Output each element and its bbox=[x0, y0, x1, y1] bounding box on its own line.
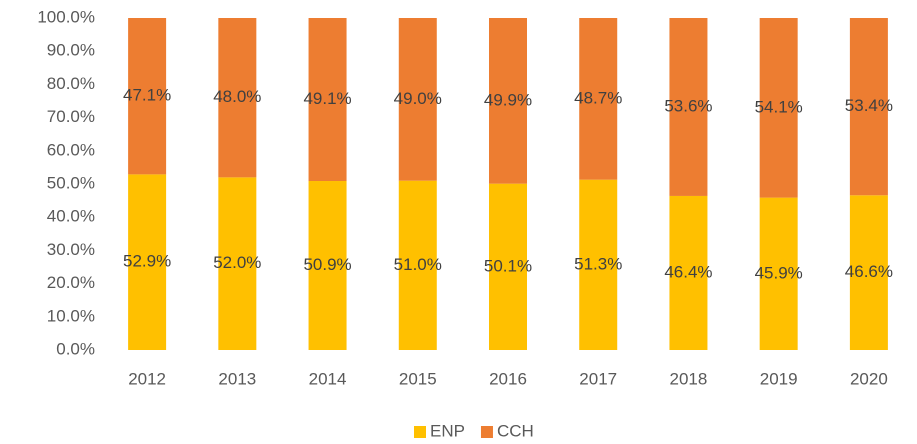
x-tick-label: 2013 bbox=[218, 369, 256, 388]
y-tick-label: 50.0% bbox=[47, 173, 95, 192]
bar-segment bbox=[669, 195, 708, 350]
bar-segment bbox=[759, 18, 798, 198]
y-tick-label: 20.0% bbox=[47, 273, 95, 292]
x-tick-label: 2012 bbox=[128, 369, 166, 388]
data-label: 53.6% bbox=[664, 96, 712, 115]
y-tick-label: 60.0% bbox=[47, 140, 95, 159]
bar-segment bbox=[128, 18, 167, 175]
data-label: 48.0% bbox=[213, 87, 261, 106]
y-tick-label: 30.0% bbox=[47, 240, 95, 259]
legend-label: CCH bbox=[497, 421, 534, 440]
data-label: 49.9% bbox=[484, 90, 532, 109]
data-label: 46.4% bbox=[664, 262, 712, 281]
data-label: 51.3% bbox=[574, 254, 622, 273]
bar-segment bbox=[579, 18, 618, 180]
y-tick-label: 90.0% bbox=[47, 41, 95, 60]
bar-segment bbox=[398, 18, 437, 181]
y-tick-label: 0.0% bbox=[56, 339, 95, 358]
legend-swatch bbox=[480, 426, 493, 438]
y-tick-label: 70.0% bbox=[47, 107, 95, 126]
data-label: 48.7% bbox=[574, 88, 622, 107]
data-label: 52.0% bbox=[213, 253, 261, 272]
data-label: 47.1% bbox=[123, 86, 171, 105]
legend-label: ENP bbox=[430, 421, 465, 440]
legend-swatch bbox=[414, 426, 426, 438]
bar-segment bbox=[489, 18, 527, 184]
y-tick-label: 100.0% bbox=[37, 7, 95, 26]
x-tick-label: 2014 bbox=[309, 369, 347, 388]
data-label: 49.1% bbox=[303, 89, 351, 108]
bar-segment bbox=[308, 181, 347, 350]
data-label: 53.4% bbox=[845, 96, 893, 115]
bar-segment bbox=[849, 18, 888, 196]
y-tick-label: 10.0% bbox=[47, 306, 95, 325]
bar-segment bbox=[128, 174, 167, 350]
x-tick-label: 2016 bbox=[489, 369, 527, 388]
y-tick-label: 80.0% bbox=[47, 74, 95, 93]
data-label: 52.9% bbox=[123, 252, 171, 271]
x-tick-label: 2017 bbox=[579, 369, 617, 388]
data-label: 50.1% bbox=[484, 256, 532, 275]
data-label: 50.9% bbox=[303, 255, 351, 274]
data-label: 54.1% bbox=[755, 97, 803, 116]
data-label: 46.6% bbox=[845, 262, 893, 281]
bar-segment bbox=[849, 195, 888, 350]
x-tick-label: 2018 bbox=[670, 369, 708, 388]
bar-segment bbox=[398, 180, 437, 350]
data-label: 49.0% bbox=[394, 89, 442, 108]
bar-segment bbox=[308, 18, 347, 182]
bar-segment bbox=[759, 197, 798, 350]
bar-segment bbox=[218, 177, 257, 350]
x-tick-label: 2015 bbox=[399, 369, 437, 388]
bar-segment bbox=[489, 183, 527, 350]
y-tick-label: 40.0% bbox=[47, 207, 95, 226]
bar-segment bbox=[579, 179, 618, 350]
data-label: 45.9% bbox=[755, 263, 803, 282]
x-tick-label: 2019 bbox=[760, 369, 798, 388]
bar-segment bbox=[669, 18, 708, 196]
data-label: 51.0% bbox=[394, 255, 442, 274]
x-tick-label: 2020 bbox=[850, 369, 888, 388]
bar-segment bbox=[218, 18, 257, 178]
